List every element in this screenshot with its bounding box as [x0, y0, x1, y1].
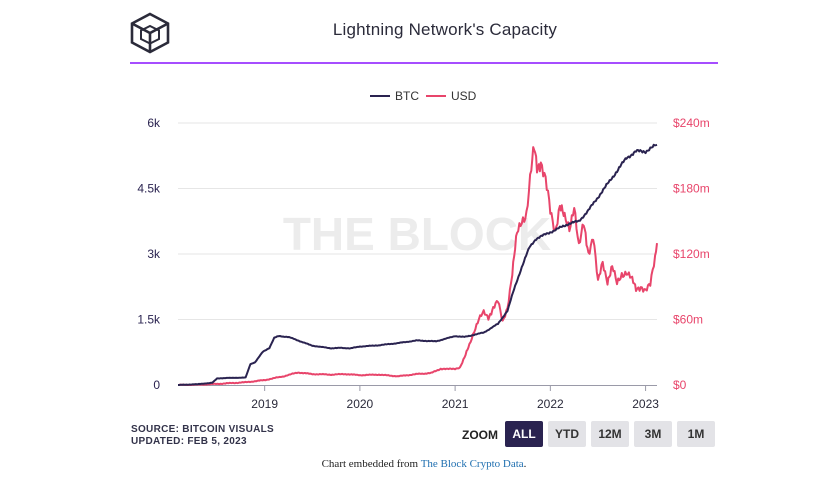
left-tick-label: 4.5k [137, 182, 161, 196]
cube-logo-icon [130, 12, 170, 54]
series-line-btc [178, 143, 658, 386]
x-axis: 2019 2020 2021 2022 2023 [178, 385, 659, 411]
zoom-ytd-button[interactable]: YTD [548, 421, 586, 447]
x-tick-label: 2022 [537, 397, 564, 411]
zoom-12m-button[interactable]: 12M [591, 421, 629, 447]
left-tick-label: 6k [147, 116, 161, 130]
watermark: THE BLOCK [283, 208, 551, 260]
legend-btc-label[interactable]: BTC [395, 89, 419, 103]
x-tick-label: 2023 [632, 397, 659, 411]
right-tick-label: $120m [673, 247, 710, 261]
left-tick-label: 1.5k [137, 313, 161, 327]
gridlines [178, 122, 657, 320]
left-axis: 0 1.5k 3k 4.5k 6k [137, 116, 161, 392]
right-axis: $0 $60m $120m $180m $240m [673, 116, 710, 392]
embed-note: Chart embedded from The Block Crypto Dat… [0, 458, 840, 470]
left-tick-label: 0 [153, 378, 160, 392]
x-tick-label: 2020 [347, 397, 374, 411]
right-tick-label: $180m [673, 182, 710, 196]
right-tick-label: $60m [673, 313, 703, 327]
embed-prefix: Chart embedded from [321, 458, 419, 470]
zoom-1m-button[interactable]: 1M [677, 421, 715, 447]
embed-link[interactable]: The Block Crypto Data [420, 458, 524, 470]
series-line-usd [178, 146, 658, 386]
legend-usd-label[interactable]: USD [451, 89, 477, 103]
x-tick-label: 2021 [442, 397, 469, 411]
zoom-all-button[interactable]: ALL [505, 421, 543, 447]
left-tick-label: 3k [147, 247, 161, 261]
x-tick-label: 2019 [251, 397, 278, 411]
right-tick-label: $0 [673, 378, 687, 392]
embed-suffix: . [523, 458, 527, 470]
zoom-label: ZOOM [462, 428, 498, 442]
chart: THE BLOCK 0 1.5k 3k 4.5k 6k $0 $60m $120m $180m… [137, 89, 710, 411]
legend[interactable]: BTC USD [370, 89, 477, 103]
zoom-3m-button[interactable]: 3M [634, 421, 672, 447]
updated-text: UPDATED: FEB 5, 2023 [131, 436, 247, 447]
title-divider [130, 62, 718, 64]
chart-title: Lightning Network's Capacity [332, 20, 558, 39]
series-lines [178, 143, 658, 386]
source-text: SOURCE: BITCOIN VISUALS [131, 424, 275, 435]
source-block: SOURCE: BITCOIN VISUALS UPDATED: FEB 5, … [131, 424, 274, 448]
right-tick-label: $240m [673, 116, 710, 130]
